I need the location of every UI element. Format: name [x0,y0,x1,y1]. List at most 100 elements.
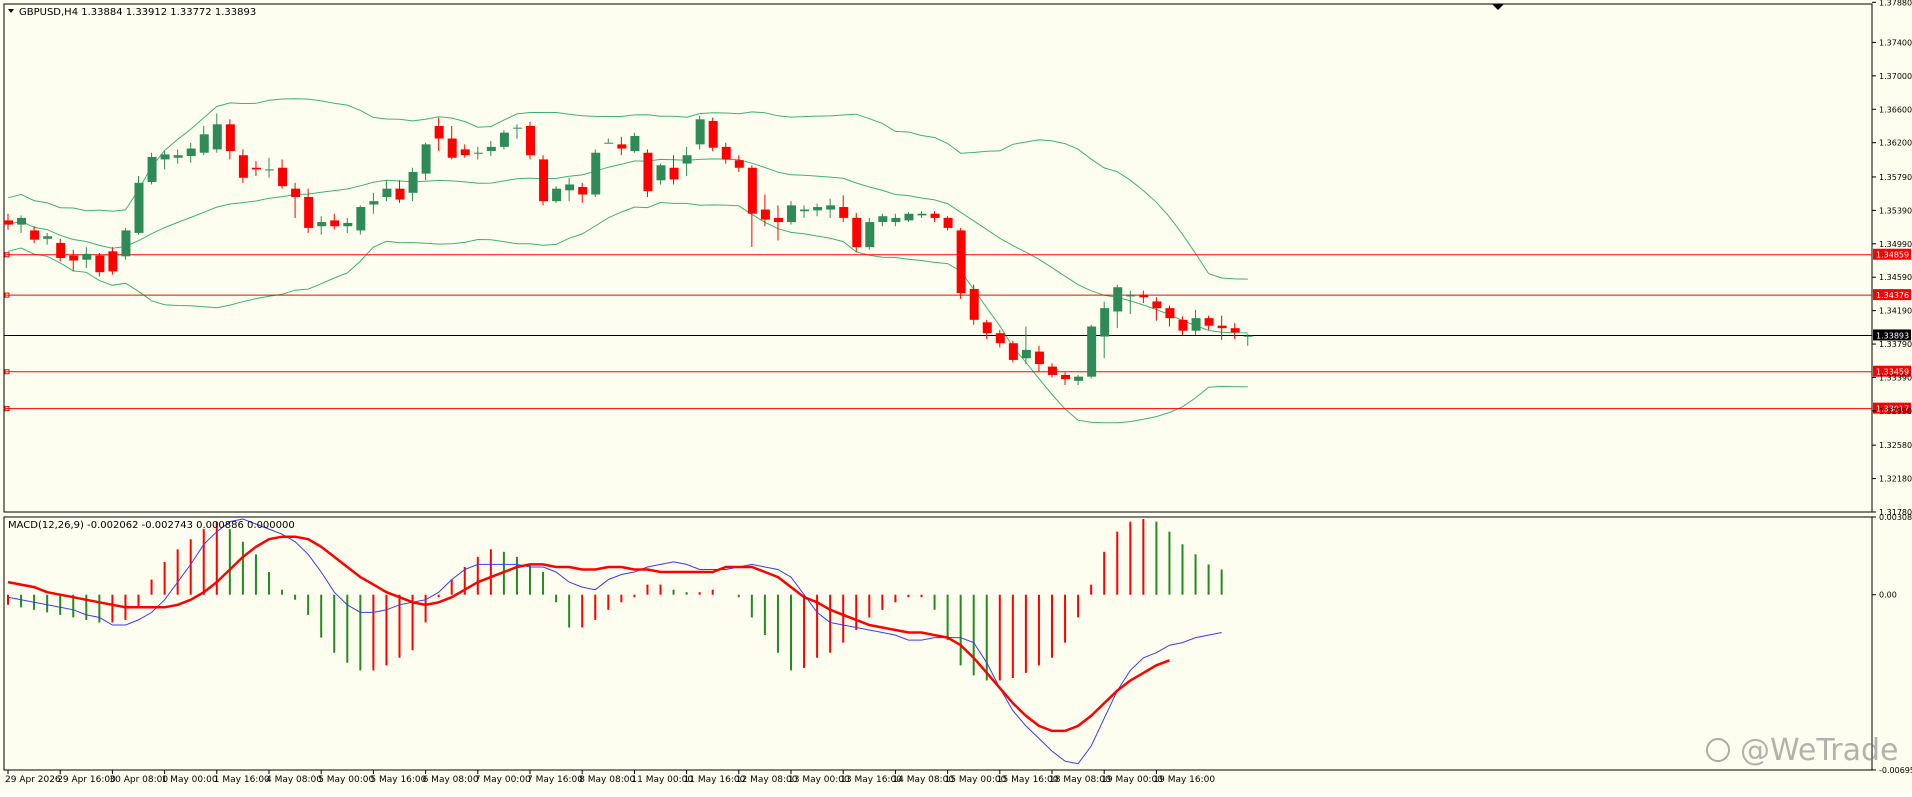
price-axis-label: 1.32180 [1879,475,1912,484]
current-price-label: 1.33893 [1876,331,1909,340]
bull-candle-body [800,209,810,212]
bear-candle-body [447,138,457,158]
level-price-tag [1873,248,1911,260]
bear-candle-body [852,217,862,248]
bull-candle-body [878,216,888,223]
watermark: @WeTrade [1706,733,1899,768]
price-axis-label: 1.34990 [1879,240,1912,249]
bull-candle-body [591,152,601,195]
bull-candle-body [630,136,640,152]
bull-candle-body [173,155,183,158]
price-axis-label: 1.32990 [1879,407,1912,416]
bear-candle-body [304,197,314,228]
bull-candle-body [369,201,379,205]
price-panel-frame [3,3,1873,513]
bear-candle-body [4,220,13,225]
bollinger-upper-band [7,98,1248,280]
bear-candle-body [56,242,66,258]
bull-candle-body [317,222,327,227]
bull-candle-body [421,144,431,174]
bear-candle-body [251,167,261,170]
bear-candle-body [330,220,340,227]
current-price-tag [1873,329,1911,341]
bear-candle-body [708,120,718,148]
time-axis-label: 5 May 16:00 [370,775,426,785]
price-axis-label: 1.31780 [1879,508,1912,517]
bear-candle-body [1204,318,1214,326]
time-axis-label: 7 May 16:00 [527,775,583,785]
time-axis-label: 11 May 00:00 [631,775,693,785]
bear-candle-body [526,125,535,156]
level-price-label: 1.34376 [1876,291,1909,300]
time-axis-label: 1 May 16:00 [214,775,270,785]
bull-candle-body [904,213,914,221]
bull-candle-body [1100,308,1110,337]
bear-candle-body [643,152,653,192]
macd-info-label: MACD(12,26,9) -0.002062 -0.002743 0.0008… [8,520,295,531]
bull-candle-body [134,182,144,233]
bear-candle-body [291,188,301,198]
level-handle-icon [4,252,10,258]
bear-candle-body [1061,374,1071,380]
bull-candle-body [512,127,522,129]
bull-candle-body [473,152,483,154]
bear-candle-body [1008,343,1018,360]
bull-candle-body [121,230,131,257]
bull-candle-body [499,132,509,147]
time-axis-label: 15 May 16:00 [997,775,1059,785]
time-axis-label: 15 May 00:00 [945,775,1007,785]
bear-candle-body [434,125,444,139]
bear-candle-body [69,255,79,261]
bull-candle-body [813,207,823,211]
bear-candle-body [760,209,770,220]
bull-candle-body [82,253,92,260]
bull-candle-body [1087,326,1097,377]
bull-candle-body [891,217,901,223]
bear-candle-body [982,322,992,334]
bear-candle-body [238,155,248,178]
bull-candle-body [682,155,692,164]
time-axis-label: 5 May 00:00 [318,775,374,785]
bear-candle-body [747,167,757,214]
bear-candle-body [108,251,118,272]
time-axis-label: 14 May 08:00 [892,775,954,785]
time-axis-label: 11 May 16:00 [684,775,746,785]
time-axis-label: 12 May 08:00 [736,775,798,785]
bull-candle-body [199,134,209,153]
bull-candle-body [565,184,575,191]
price-axis-label: 1.37880 [1879,0,1912,7]
level-price-label: 1.33017 [1876,405,1909,414]
level-handle-icon [4,369,10,375]
chart-menu-triangle-icon[interactable] [8,9,14,13]
signal-line [7,535,1170,733]
shift-marker-icon[interactable] [1492,4,1504,10]
bear-candle-body [1152,301,1162,309]
bear-candle-body [1139,294,1149,298]
bull-candle-body [147,156,157,182]
bear-candle-body [1230,328,1240,333]
bull-candle-body [212,124,222,150]
bull-candle-body [604,142,614,144]
price-axis-label: 1.33790 [1879,340,1912,349]
time-axis-label: 29 Apr 2026 [5,775,61,785]
bear-candle-body [943,217,953,228]
time-axis-label: 18 May 08:00 [1049,775,1111,785]
bear-candle-body [539,159,549,202]
bull-candle-body [17,217,27,225]
bull-candle-body [486,146,496,152]
macd-axis-label: 0.003081 [1879,513,1912,522]
bull-candle-body [43,236,53,239]
bull-candle-body [552,188,562,202]
bull-candle-body [186,148,196,157]
bull-candle-body [1113,287,1123,312]
price-axis-label: 1.37400 [1879,38,1912,47]
time-axis-label: 1 May 00:00 [162,775,218,785]
bear-candle-body [225,124,235,152]
bear-candle-body [995,333,1005,344]
bull-candle-body [1243,335,1253,337]
time-axis-label: 7 May 00:00 [475,775,531,785]
bull-candle-body [408,171,418,193]
